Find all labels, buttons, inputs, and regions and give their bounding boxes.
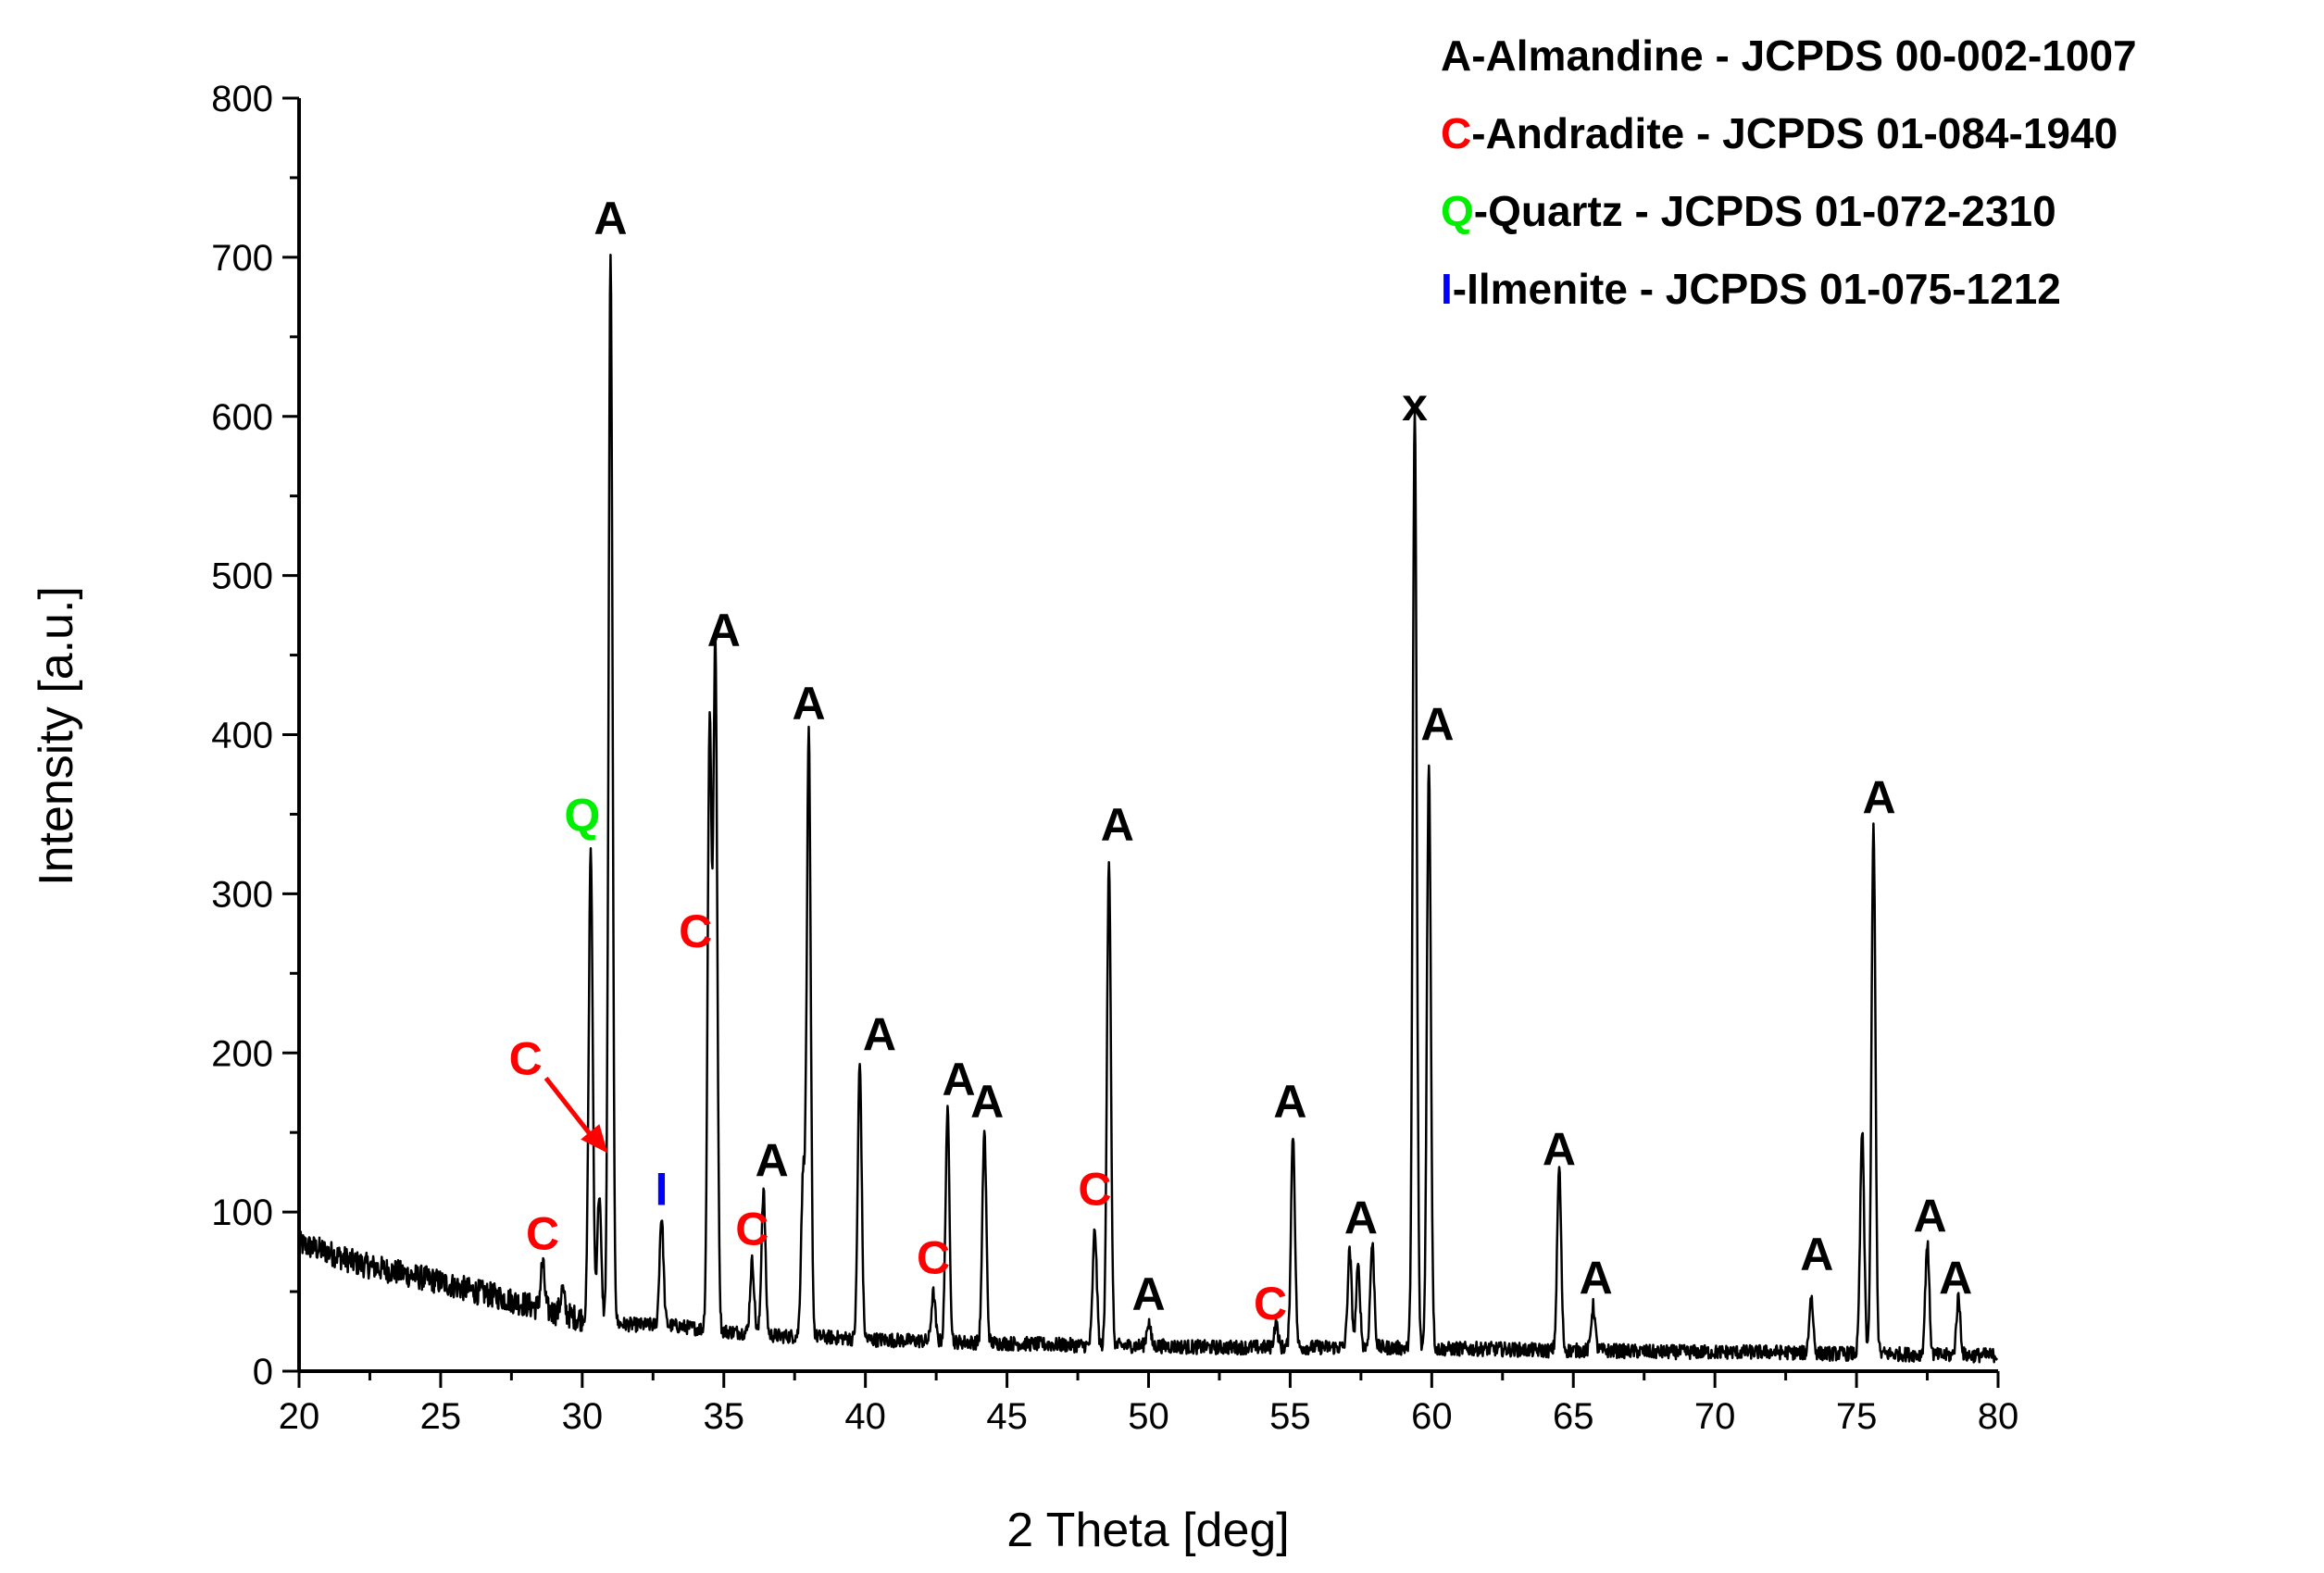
y-tick-label: 300	[211, 874, 273, 915]
peak-label-ilmenite: I	[656, 1163, 668, 1215]
legend-entry-almandine: A-Almandine - JCPDS 00-002-1007	[1441, 31, 2137, 80]
peak-label-almandine: A	[943, 1054, 976, 1105]
peak-label-almandine: A	[1344, 1192, 1378, 1243]
peak-label-andradite: C	[509, 1032, 543, 1084]
x-tick-label: 70	[1694, 1396, 1736, 1437]
y-tick-label: 500	[211, 556, 273, 597]
legend-code: I	[1441, 265, 1453, 313]
peak-label-almandine: A	[1420, 698, 1454, 750]
peak-label-quartz: Q	[564, 789, 600, 841]
x-tick-label: 65	[1553, 1396, 1594, 1437]
x-tick-label: 45	[986, 1396, 1028, 1437]
y-axis-title: Intensity [a.u.]	[30, 586, 83, 886]
peak-label-almandine: A	[1800, 1229, 1833, 1280]
legend-code: Q	[1441, 187, 1474, 235]
y-tick-label: 100	[211, 1192, 273, 1233]
arrow-shaft	[544, 1076, 597, 1142]
x-axis-title: 2 Theta [deg]	[1006, 1504, 1290, 1557]
peak-label-almandine: A	[1273, 1076, 1306, 1128]
peak-label-andradite: C	[1254, 1278, 1287, 1330]
peak-label-almandine: A	[1580, 1253, 1613, 1305]
legend: A-Almandine - JCPDS 00-002-1007C-Andradi…	[1441, 31, 2137, 313]
x-tick-label: 40	[844, 1396, 886, 1437]
arrow-head	[581, 1124, 608, 1154]
legend-entry-andradite: C-Andradite - JCPDS 01-084-1940	[1441, 109, 2118, 157]
legend-code: C	[1441, 109, 1471, 157]
andradite-arrow	[544, 1076, 608, 1154]
peak-label-almandine: A	[792, 678, 825, 730]
peak-label-almandine: A	[756, 1134, 789, 1186]
peak-label-andradite: C	[679, 905, 712, 957]
x-tick-label: 80	[1978, 1396, 2019, 1437]
y-tick-label: 200	[211, 1033, 273, 1074]
x-tick-label: 35	[704, 1396, 745, 1437]
ticks	[282, 96, 2000, 1388]
peak-label-andradite: C	[1078, 1163, 1111, 1215]
peak-label-unknown: x	[1402, 379, 1428, 431]
xrd-trace-line	[297, 254, 1999, 1364]
x-tick-label: 20	[279, 1396, 320, 1437]
peak-label-almandine: A	[1543, 1123, 1576, 1175]
x-tick-label: 75	[1836, 1396, 1878, 1437]
legend-label: -Quartz - JCPDS 01-072-2310	[1474, 187, 2056, 235]
peak-label-almandine: A	[863, 1009, 896, 1061]
x-tick-label: 50	[1128, 1396, 1169, 1437]
legend-label: -Ilmenite - JCPDS 01-075-1212	[1453, 265, 2061, 313]
x-tick-label: 55	[1269, 1396, 1311, 1437]
peak-label-almandine: A	[1101, 799, 1134, 851]
y-tick-label: 700	[211, 238, 273, 279]
peak-label-andradite: C	[735, 1203, 768, 1255]
legend-code: A	[1441, 31, 1471, 80]
x-tick-label: 60	[1411, 1396, 1453, 1437]
peak-label-almandine: A	[593, 193, 627, 244]
y-tick-label: 400	[211, 716, 273, 756]
peak-label-andradite: C	[526, 1207, 559, 1259]
legend-label: -Andradite - JCPDS 01-084-1940	[1471, 109, 2118, 157]
peak-label-almandine: A	[707, 605, 741, 656]
legend-entry-ilmenite: I-Ilmenite - JCPDS 01-075-1212	[1441, 265, 2061, 313]
peak-label-andradite: C	[917, 1231, 950, 1283]
x-tick-label: 25	[420, 1396, 462, 1437]
peak-label-almandine: A	[1914, 1191, 1947, 1242]
y-tick-label: 600	[211, 397, 273, 438]
peak-label-almandine: A	[1862, 772, 1895, 824]
tick-labels: 20 25 30 35 40 45 50 55 60 65 70 75 8001002003004005…	[211, 79, 2018, 1437]
y-tick-label: 800	[211, 79, 273, 119]
legend-label: -Almandine - JCPDS 00-002-1007	[1471, 31, 2136, 80]
peak-label-almandine: A	[1939, 1253, 1972, 1305]
peak-label-almandine: A	[970, 1076, 1004, 1128]
legend-entry-quartz: Q-Quartz - JCPDS 01-072-2310	[1441, 187, 2056, 235]
y-tick-label: 0	[253, 1352, 273, 1392]
peak-label-almandine: A	[1131, 1268, 1165, 1320]
x-tick-label: 30	[562, 1396, 604, 1437]
